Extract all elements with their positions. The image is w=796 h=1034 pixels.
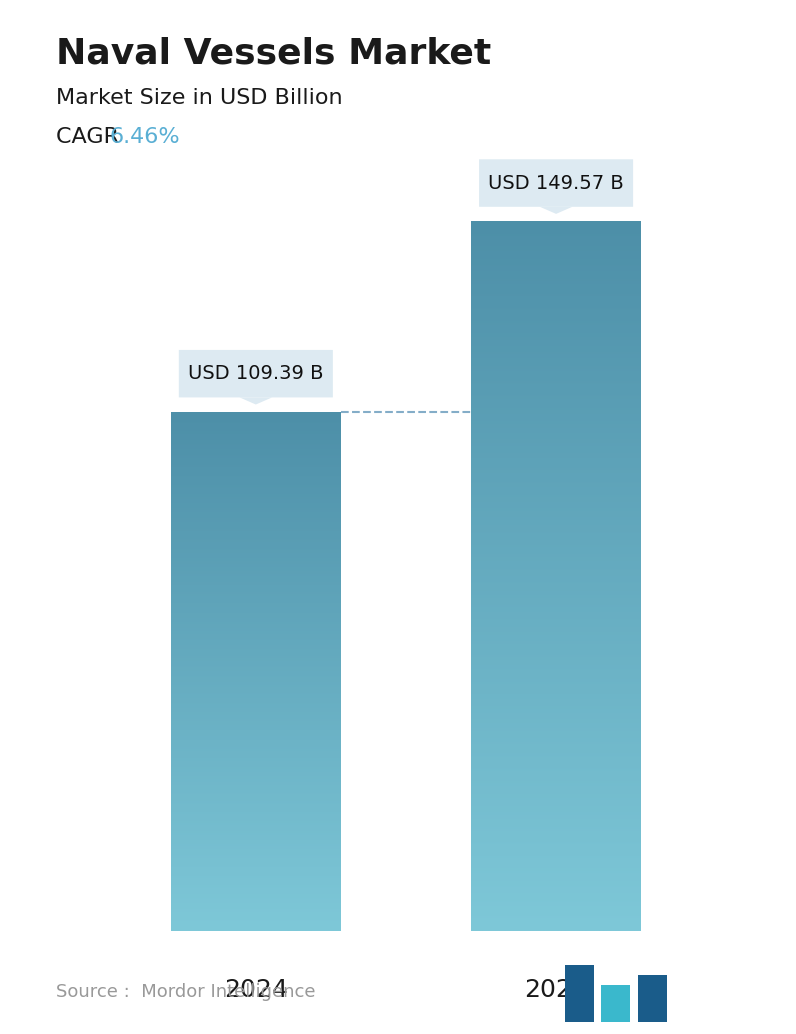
- Text: Naval Vessels Market: Naval Vessels Market: [56, 36, 491, 70]
- FancyBboxPatch shape: [565, 965, 594, 1022]
- Polygon shape: [540, 207, 572, 214]
- FancyBboxPatch shape: [179, 349, 333, 397]
- Text: Market Size in USD Billion: Market Size in USD Billion: [56, 88, 342, 108]
- FancyBboxPatch shape: [638, 975, 666, 1022]
- Text: 6.46%: 6.46%: [110, 127, 181, 147]
- Text: USD 109.39 B: USD 109.39 B: [188, 364, 324, 384]
- Polygon shape: [240, 397, 272, 404]
- Text: CAGR: CAGR: [56, 127, 133, 147]
- Text: USD 149.57 B: USD 149.57 B: [488, 174, 624, 192]
- Text: 2024: 2024: [224, 978, 288, 1002]
- FancyBboxPatch shape: [602, 984, 630, 1022]
- FancyBboxPatch shape: [479, 159, 633, 207]
- Text: Source :  Mordor Intelligence: Source : Mordor Intelligence: [56, 983, 315, 1001]
- Text: 2029: 2029: [525, 978, 588, 1002]
